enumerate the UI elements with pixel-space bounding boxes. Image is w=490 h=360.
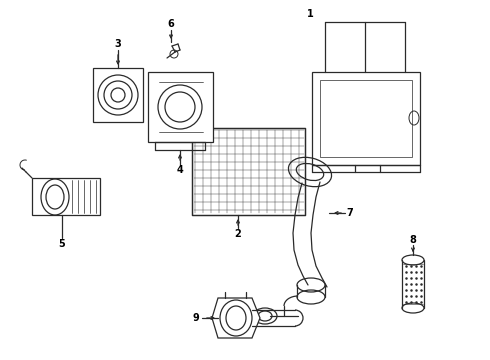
Text: 3: 3	[115, 39, 122, 49]
Text: 2: 2	[235, 229, 242, 239]
Text: 8: 8	[410, 235, 416, 245]
Polygon shape	[320, 80, 412, 157]
Polygon shape	[192, 128, 305, 215]
Polygon shape	[312, 72, 420, 165]
Text: 9: 9	[193, 313, 199, 323]
Polygon shape	[93, 68, 143, 122]
Polygon shape	[148, 72, 213, 142]
Polygon shape	[32, 178, 100, 215]
Text: 5: 5	[59, 239, 65, 249]
Text: 1: 1	[307, 9, 314, 19]
Polygon shape	[212, 298, 260, 338]
Text: 7: 7	[346, 208, 353, 218]
Text: 4: 4	[176, 165, 183, 175]
Text: 6: 6	[168, 19, 174, 29]
